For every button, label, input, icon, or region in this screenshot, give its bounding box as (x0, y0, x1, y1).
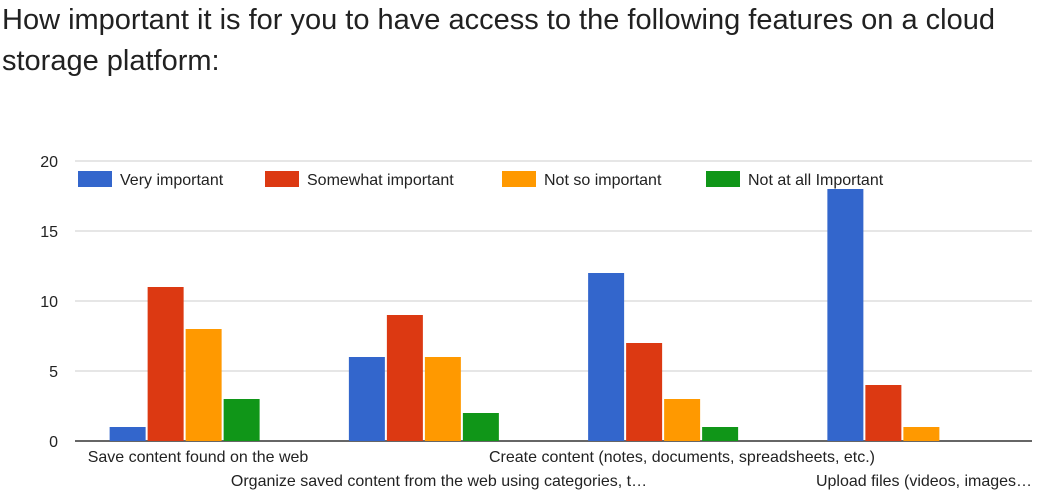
legend-swatch (78, 171, 112, 187)
legend-label: Very important (120, 172, 224, 189)
bar-not-so-important-3 (664, 399, 701, 441)
bar-not-so-important-2 (424, 357, 461, 441)
x-category-label: Upload files (videos, images… (816, 473, 1032, 490)
legend: Very important Somewhat important Not so i… (78, 171, 884, 189)
x-category-label: Organize saved content from the web usin… (231, 473, 647, 490)
legend-swatch (502, 171, 536, 187)
bar-not-at-all-important-2 (462, 413, 499, 441)
bar-not-so-important-1 (185, 329, 222, 441)
y-tick-label: 5 (49, 364, 58, 381)
bar-very-important-3 (588, 273, 625, 441)
bars (109, 189, 940, 441)
y-tick-label: 20 (40, 154, 58, 171)
x-category-label: Save content found on the web (88, 449, 309, 466)
bar-somewhat-important-3 (626, 343, 663, 441)
legend-label: Somewhat important (307, 172, 454, 189)
bar-not-at-all-important-1 (223, 399, 260, 441)
bar-somewhat-important-4 (865, 385, 902, 441)
y-tick-label: 10 (40, 294, 58, 311)
bar-somewhat-important-2 (386, 315, 423, 441)
y-axis-ticks: 0 5 10 15 20 (40, 154, 58, 451)
legend-label: Not at all Important (748, 172, 884, 189)
bar-not-at-all-important-3 (702, 427, 739, 441)
x-axis-labels: Save content found on the web Organize sa… (88, 449, 1032, 490)
chart-title: How important it is for you to have acce… (2, 4, 995, 77)
legend-swatch (706, 171, 740, 187)
legend-label: Not so important (544, 172, 662, 189)
bar-very-important-2 (348, 357, 385, 441)
y-tick-label: 15 (40, 224, 58, 241)
bar-not-so-important-4 (903, 427, 940, 441)
legend-swatch (265, 171, 299, 187)
bar-somewhat-important-1 (147, 287, 184, 441)
bar-very-important-1 (109, 427, 146, 441)
bar-very-important-4 (827, 189, 864, 441)
x-category-label: Create content (notes, documents, spread… (489, 449, 875, 466)
y-tick-label: 0 (49, 434, 58, 451)
